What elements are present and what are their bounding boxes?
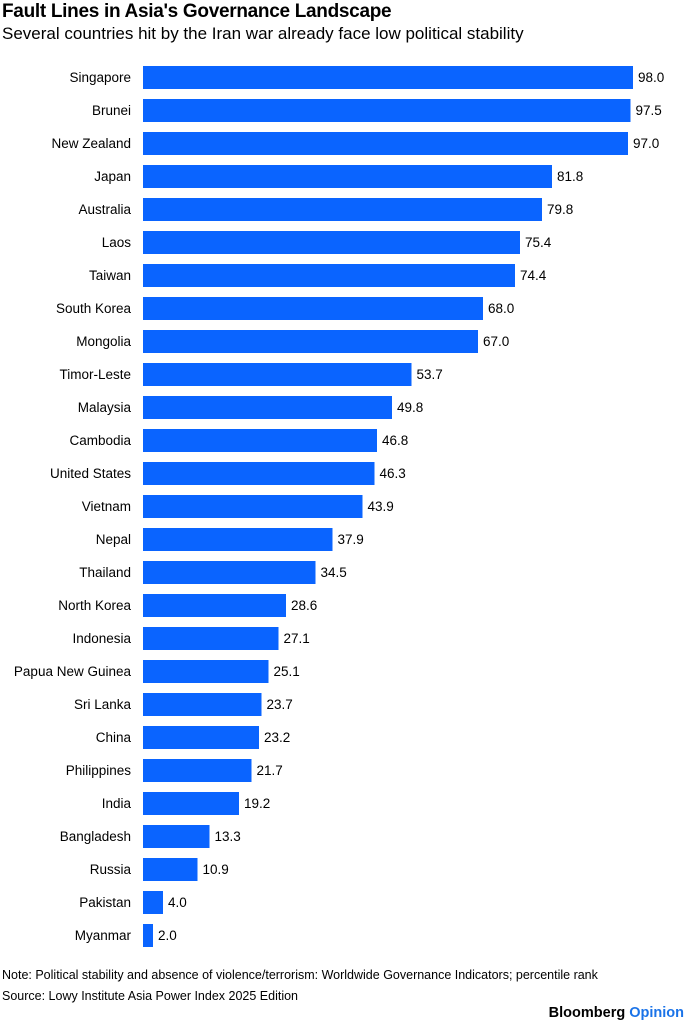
bar bbox=[143, 165, 552, 188]
bar bbox=[143, 759, 252, 782]
category-label: North Korea bbox=[58, 598, 131, 613]
chart-title: Fault Lines in Asia's Governance Landsca… bbox=[2, 1, 392, 22]
category-label: Brunei bbox=[92, 103, 131, 118]
chart-note: Note: Political stability and absence of… bbox=[2, 968, 598, 982]
bar bbox=[143, 528, 333, 551]
chart-subtitle: Several countries hit by the Iran war al… bbox=[2, 24, 524, 43]
category-label: Laos bbox=[102, 235, 132, 250]
category-label: United States bbox=[50, 466, 131, 481]
value-label: 25.1 bbox=[274, 664, 300, 679]
bar-chart: Singapore 98.0 Brunei 97.5 New Zealand 97.0 Ja… bbox=[14, 66, 664, 947]
value-label: 98.0 bbox=[638, 70, 664, 85]
value-label: 68.0 bbox=[488, 301, 514, 316]
bar bbox=[143, 825, 210, 848]
category-label: Nepal bbox=[96, 532, 131, 547]
value-label: 27.1 bbox=[284, 631, 310, 646]
category-label: Indonesia bbox=[72, 631, 131, 646]
value-label: 74.4 bbox=[520, 268, 547, 283]
bar bbox=[143, 891, 163, 914]
category-label: Russia bbox=[90, 862, 132, 877]
category-label: Thailand bbox=[79, 565, 131, 580]
category-label: South Korea bbox=[56, 301, 132, 316]
bar bbox=[143, 132, 628, 155]
bar bbox=[143, 231, 520, 254]
category-label: Bangladesh bbox=[60, 829, 131, 844]
bar bbox=[143, 462, 375, 485]
value-label: 97.5 bbox=[636, 103, 662, 118]
bar bbox=[143, 495, 363, 518]
bar bbox=[143, 66, 633, 89]
bar bbox=[143, 627, 279, 650]
value-label: 28.6 bbox=[291, 598, 317, 613]
brand-logo: Bloomberg Opinion bbox=[549, 1005, 684, 1021]
brand-main: Bloomberg bbox=[548, 1005, 626, 1021]
bar bbox=[143, 297, 483, 320]
bar bbox=[143, 198, 542, 221]
value-label: 67.0 bbox=[483, 334, 509, 349]
category-label: Taiwan bbox=[89, 268, 131, 283]
category-label: Singapore bbox=[69, 70, 131, 85]
value-label: 23.2 bbox=[264, 730, 290, 745]
category-label: Timor-Leste bbox=[59, 367, 131, 382]
value-label: 97.0 bbox=[633, 136, 659, 151]
brand-sub: Opinion bbox=[629, 1005, 684, 1021]
value-label: 19.2 bbox=[244, 796, 270, 811]
bar bbox=[143, 594, 286, 617]
bar bbox=[143, 726, 259, 749]
category-label: China bbox=[96, 730, 132, 745]
value-label: 46.8 bbox=[382, 433, 408, 448]
chart-source: Source: Lowy Institute Asia Power Index … bbox=[2, 989, 299, 1003]
category-label: Sri Lanka bbox=[74, 697, 132, 712]
value-label: 37.9 bbox=[338, 532, 364, 547]
category-label: Japan bbox=[94, 169, 131, 184]
category-label: Mongolia bbox=[76, 334, 131, 349]
value-label: 2.0 bbox=[158, 928, 177, 943]
category-label: Cambodia bbox=[69, 433, 131, 448]
value-label: 4.0 bbox=[168, 895, 187, 910]
category-label: Myanmar bbox=[75, 928, 132, 943]
value-label: 53.7 bbox=[417, 367, 443, 382]
bar bbox=[143, 693, 262, 716]
value-label: 49.8 bbox=[397, 400, 423, 415]
bar bbox=[143, 561, 316, 584]
bar bbox=[143, 396, 392, 419]
value-label: 46.3 bbox=[380, 466, 406, 481]
bar bbox=[143, 858, 198, 881]
value-label: 13.3 bbox=[215, 829, 241, 844]
value-label: 34.5 bbox=[321, 565, 347, 580]
bar bbox=[143, 429, 377, 452]
value-label: 23.7 bbox=[267, 697, 293, 712]
value-label: 21.7 bbox=[257, 763, 283, 778]
category-label: Malaysia bbox=[78, 400, 132, 415]
value-label: 43.9 bbox=[368, 499, 394, 514]
value-label: 79.8 bbox=[547, 202, 573, 217]
category-label: Pakistan bbox=[79, 895, 131, 910]
bar bbox=[143, 363, 412, 386]
value-label: 10.9 bbox=[203, 862, 229, 877]
value-label: 75.4 bbox=[525, 235, 552, 250]
category-label: Australia bbox=[78, 202, 131, 217]
category-label: Papua New Guinea bbox=[14, 664, 132, 679]
category-label: Vietnam bbox=[82, 499, 131, 514]
category-label: India bbox=[102, 796, 132, 811]
bar bbox=[143, 924, 153, 947]
value-label: 81.8 bbox=[557, 169, 583, 184]
category-label: New Zealand bbox=[51, 136, 131, 151]
bar bbox=[143, 330, 478, 353]
category-label: Philippines bbox=[66, 763, 132, 778]
bar bbox=[143, 660, 269, 683]
bar bbox=[143, 792, 239, 815]
bar bbox=[143, 99, 631, 122]
bar bbox=[143, 264, 515, 287]
